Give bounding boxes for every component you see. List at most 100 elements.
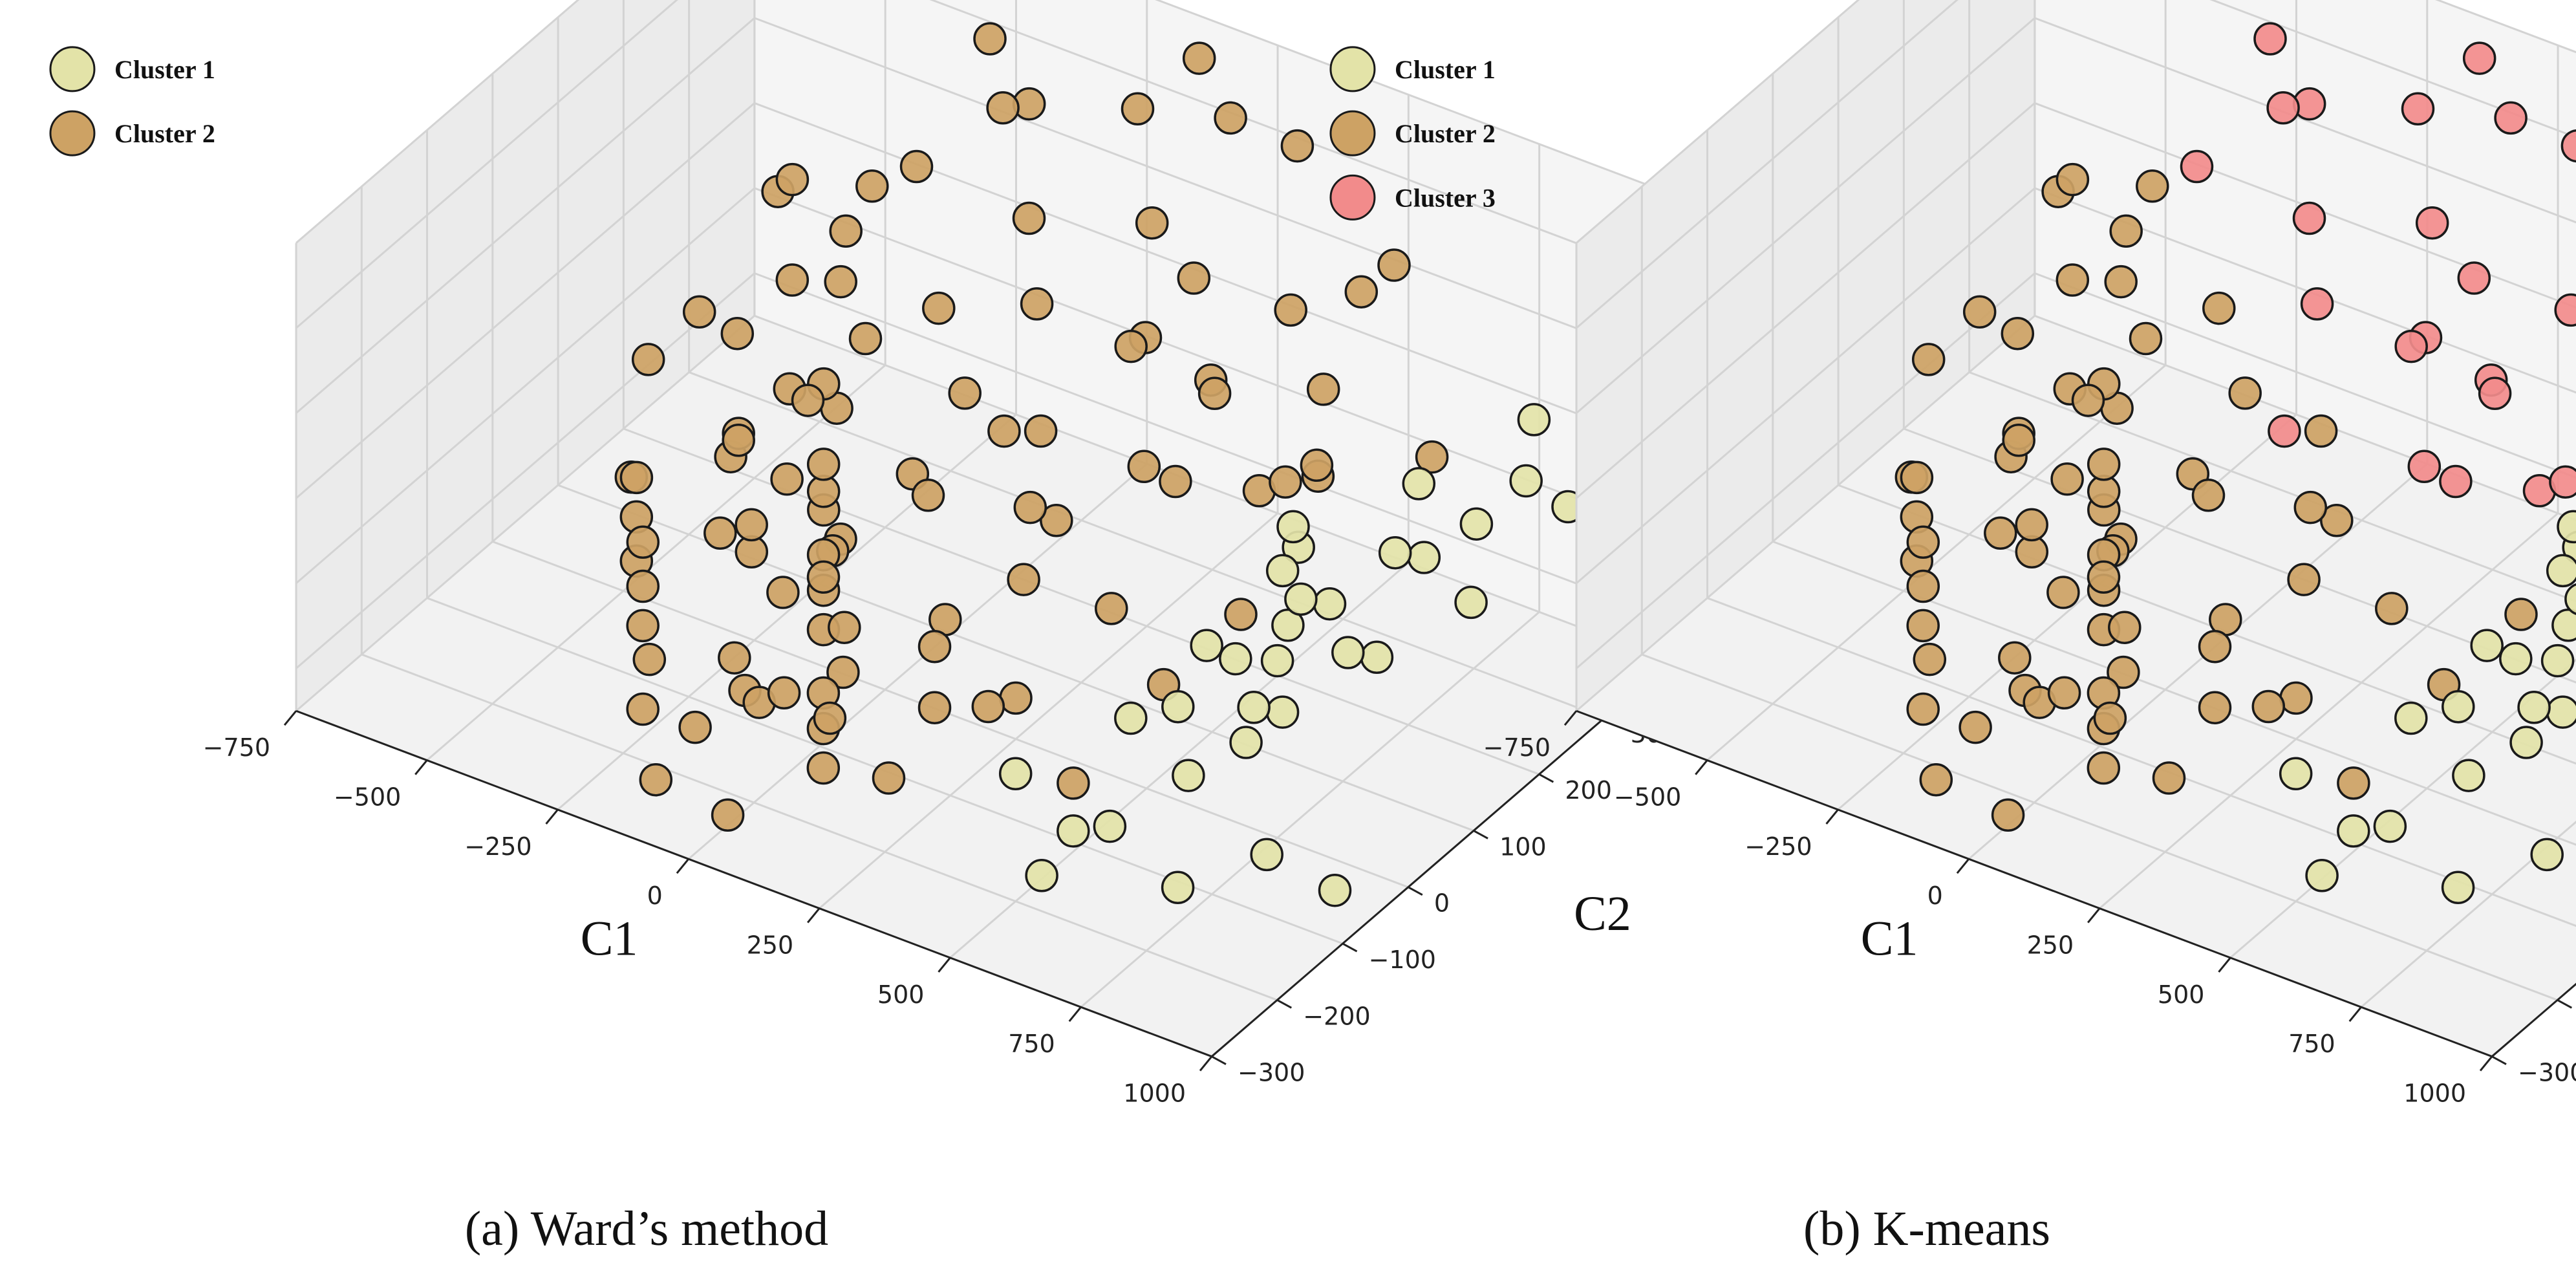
- grid-floor-x: [295, 315, 755, 712]
- grid-back-z: [929, 0, 1671, 280]
- data-point-cluster-2: [2228, 376, 2262, 410]
- caption-wards-method: (a) Ward’s method: [465, 1202, 828, 1256]
- grid-floor-x: [2360, 820, 2576, 1008]
- grid-floor-y: [1641, 653, 2558, 1001]
- legend-marker-cluster-2: [1329, 110, 1376, 157]
- data-point-cluster-2: [1998, 641, 2032, 675]
- data-point-cluster-2: [2107, 655, 2140, 689]
- grid-left-z: [1576, 0, 1959, 329]
- data-point-cluster-2: [626, 569, 660, 603]
- grid-floor-x: [819, 512, 1279, 909]
- data-point-cluster-3: [2554, 293, 2576, 327]
- x-tick-label: 500: [877, 980, 925, 1009]
- data-point-cluster-2: [767, 676, 801, 710]
- data-point-cluster-2: [2136, 169, 2169, 203]
- data-point-cluster-1: [1402, 467, 1436, 501]
- data-point-cluster-2: [973, 22, 1007, 56]
- data-point-cluster-1: [1313, 587, 1347, 621]
- grid-back-z: [1155, 0, 1671, 195]
- x-tick-label: −500: [1614, 783, 1681, 812]
- data-point-cluster-1: [1331, 636, 1365, 669]
- data-point-cluster-1: [1025, 859, 1058, 892]
- data-point-cluster-3: [2407, 449, 2442, 484]
- data-point-cluster-2: [1135, 206, 1169, 240]
- data-point-cluster-2: [2251, 689, 2286, 724]
- grid-floor-x: [2099, 512, 2559, 909]
- grid-floor-x: [1706, 364, 2167, 761]
- grid-floor-y: [361, 653, 1278, 1001]
- grid-left-z: [1576, 187, 2035, 585]
- data-point-cluster-2: [1224, 598, 1258, 631]
- left-wall-pane: [296, 0, 755, 711]
- grid-left-z: [295, 0, 580, 244]
- data-point-cluster-1: [1260, 643, 1294, 678]
- grid-back-z: [2034, 17, 2576, 224]
- data-point-cluster-1: [2373, 809, 2407, 843]
- x-tick-label: −250: [464, 832, 531, 861]
- x-tick-mark: [2479, 1055, 2493, 1072]
- data-point-cluster-3: [2462, 41, 2496, 75]
- grid-left-z: [1576, 17, 2035, 414]
- legend-label-cluster-1: Cluster 1: [114, 55, 215, 84]
- data-point-cluster-1: [2442, 689, 2475, 724]
- data-point-cluster-2: [722, 424, 755, 457]
- grid-floor-y: [754, 314, 1671, 663]
- y-axis-line: [2491, 982, 2576, 1057]
- data-point-cluster-2: [911, 479, 945, 512]
- data-point-cluster-2: [1214, 101, 1247, 135]
- data-point-cluster-2: [1377, 248, 1411, 282]
- data-point-cluster-2: [2129, 321, 2163, 356]
- data-point-cluster-1: [2546, 554, 2576, 588]
- caption-k-means: (b) K-means: [1803, 1202, 2050, 1256]
- data-point-cluster-1: [1276, 510, 1310, 544]
- data-point-cluster-2: [918, 629, 952, 664]
- data-point-cluster-2: [682, 295, 716, 329]
- grid-back-z: [2435, 0, 2576, 54]
- data-point-cluster-2: [1959, 710, 1992, 744]
- x-tick-label: −500: [334, 783, 401, 812]
- data-point-cluster-2: [766, 576, 800, 609]
- data-point-cluster-2: [855, 169, 889, 203]
- x-tick-mark: [1563, 710, 1578, 726]
- data-point-cluster-2: [2087, 448, 2121, 481]
- data-point-cluster-3: [2266, 91, 2300, 125]
- data-point-cluster-2: [1024, 414, 1058, 448]
- x-tick-mark: [2218, 957, 2231, 973]
- data-point-cluster-2: [2304, 414, 2338, 448]
- data-point-cluster-2: [826, 655, 860, 689]
- data-point-cluster-2: [1962, 295, 1997, 329]
- legend-marker-cluster-2: [49, 110, 96, 157]
- data-point-cluster-3: [2253, 22, 2287, 56]
- data-point-cluster-1: [1459, 507, 1494, 541]
- data-point-cluster-3: [2478, 376, 2512, 411]
- data-point-cluster-2: [2002, 424, 2035, 457]
- data-point-cluster-2: [1344, 275, 1379, 308]
- y-tick-mark: [1473, 830, 1488, 839]
- grid-left-z: [295, 272, 755, 669]
- data-point-cluster-1: [1161, 689, 1195, 724]
- data-point-cluster-2: [631, 343, 665, 376]
- data-point-cluster-2: [2109, 214, 2143, 248]
- data-point-cluster-2: [703, 516, 737, 550]
- x-tick-label: 500: [2158, 980, 2205, 1009]
- data-point-cluster-2: [791, 384, 825, 417]
- data-point-cluster-2: [1274, 293, 1307, 327]
- grid-left-z: [295, 187, 755, 585]
- data-point-cluster-1: [1237, 691, 1271, 724]
- x-tick-label: 750: [1008, 1030, 1055, 1058]
- data-point-cluster-3: [2415, 206, 2449, 240]
- legend-marker-cluster-3: [1329, 174, 1376, 221]
- y-tick-label: −300: [1238, 1059, 1305, 1087]
- grid-floor-x: [1576, 315, 2035, 712]
- data-point-cluster-2: [1057, 766, 1090, 800]
- data-point-cluster-2: [1197, 376, 1232, 411]
- x-tick-label: 1000: [1123, 1079, 1186, 1108]
- data-point-cluster-3: [2494, 101, 2528, 135]
- data-point-cluster-1: [2499, 642, 2533, 676]
- data-point-cluster-2: [872, 761, 906, 795]
- x-tick-label: 1000: [2403, 1079, 2466, 1108]
- x-tick-label: −750: [1483, 733, 1551, 762]
- data-point-cluster-2: [2055, 162, 2090, 197]
- data-point-cluster-2: [806, 751, 841, 785]
